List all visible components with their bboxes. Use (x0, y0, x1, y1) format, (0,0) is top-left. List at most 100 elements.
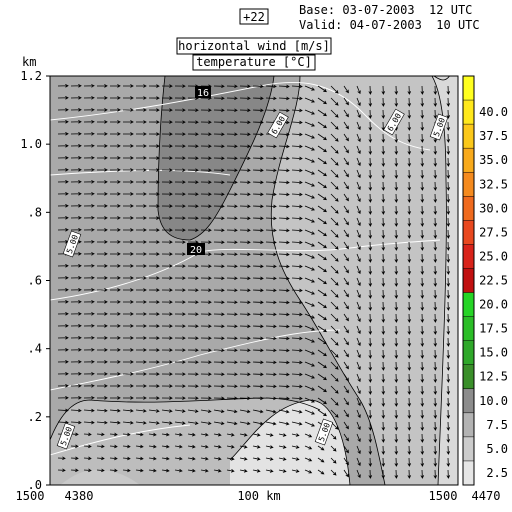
wind-arrow (381, 409, 386, 419)
wind-arrow (83, 276, 95, 280)
wind-arrow (122, 444, 131, 449)
wind-arrow (265, 469, 274, 473)
wind-arrow (70, 420, 82, 425)
wind-arrow (83, 312, 95, 316)
wind-arrow (122, 156, 134, 160)
wind-arrow (122, 216, 134, 220)
wind-arrow (304, 361, 315, 367)
wind-arrow (174, 468, 183, 473)
wind-arrow (433, 217, 438, 227)
wind-arrow (407, 409, 412, 419)
wind-arrow (278, 240, 290, 245)
wind-arrow (213, 180, 225, 185)
wind-arrow (291, 252, 303, 257)
wind-arrow (252, 433, 261, 437)
wind-arrow (407, 157, 412, 167)
wind-arrow (407, 457, 412, 467)
colorbar-frame (462, 75, 475, 486)
wind-arrow (122, 84, 134, 88)
wind-arrow (213, 240, 225, 245)
wind-arrow (187, 228, 199, 232)
wind-arrow (109, 108, 121, 112)
wind-arrow (135, 108, 147, 112)
wind-arrow (446, 409, 451, 419)
wind-arrow (122, 240, 134, 244)
wind-arrow (291, 360, 303, 365)
wind-arrow (356, 133, 361, 143)
wind-arrow (213, 433, 222, 437)
wind-arrow (343, 361, 349, 370)
wind-arrow (200, 144, 212, 148)
wind-arrow (317, 121, 327, 129)
wind-arrow (57, 108, 69, 112)
wind-arrow (187, 372, 199, 376)
wind-arrow (278, 457, 287, 461)
wind-arrow (174, 192, 186, 196)
wind-arrow (394, 421, 399, 431)
wind-arrow (187, 168, 199, 172)
wind-arrow (200, 348, 212, 352)
wind-arrow (200, 421, 212, 425)
wind-arrow (381, 253, 386, 263)
wind-arrow (433, 433, 438, 443)
wind-arrow (252, 360, 264, 365)
wind-arrow (148, 264, 160, 268)
wind-arrow (83, 240, 95, 244)
wind-arrow (252, 324, 264, 329)
wind-arrow (187, 409, 199, 413)
wind-arrow (278, 433, 287, 437)
wind-arrow (135, 180, 147, 184)
wind-arrow (446, 229, 451, 239)
wind-arrow (265, 108, 277, 113)
wind-arrow (135, 216, 147, 220)
wind-arrow (96, 144, 108, 148)
wind-arrow (57, 168, 69, 172)
wind-arrow (161, 132, 173, 136)
wind-arrow (109, 348, 121, 352)
wind-arrow (278, 445, 287, 449)
wind-arrow (291, 204, 303, 209)
wind-arrow (161, 312, 173, 316)
wind-arrow (304, 97, 315, 103)
wind-arrow (265, 144, 277, 149)
wind-arrow (433, 457, 438, 467)
wind-arrow (122, 264, 134, 268)
wind-arrow (407, 325, 412, 335)
wind-arrow (109, 168, 121, 172)
wind-arrow (174, 168, 186, 172)
wind-arrow (381, 397, 386, 407)
wind-arrow (304, 349, 315, 355)
wind-arrow (148, 360, 160, 364)
wind-arrow (330, 445, 337, 452)
wind-arrow (304, 385, 315, 391)
wind-arrow (252, 312, 264, 317)
wind-arrow (135, 409, 147, 413)
wind-arrow (135, 372, 147, 376)
y-axis: .0 .2 .4 .6 .8 1.0 1.2 (20, 69, 50, 492)
wind-arrow (200, 336, 212, 340)
wind-arrow (135, 348, 147, 352)
wind-arrow (96, 252, 108, 256)
wind-arrow (252, 409, 264, 414)
wind-arrow (252, 96, 264, 101)
wind-arrow (83, 432, 92, 437)
wind-arrow (381, 229, 386, 239)
wind-arrow (226, 216, 238, 221)
wind-arrow (394, 457, 399, 467)
wind-arrow (122, 132, 134, 136)
isotherm-label-16: 16 (197, 88, 209, 99)
wind-arrow (83, 156, 95, 160)
wind-arrow (304, 277, 315, 283)
wind-arrow (343, 337, 349, 346)
wind-arrow (161, 204, 173, 208)
wind-arrow (96, 468, 105, 473)
wind-arrow (446, 121, 451, 131)
wind-arrow (70, 120, 82, 124)
wind-arrow (394, 337, 399, 347)
wind-arrow (70, 396, 82, 400)
wind-arrow (381, 85, 386, 95)
wind-arrow (226, 457, 235, 461)
wind-arrow (330, 457, 337, 464)
wind-arrow (446, 421, 451, 431)
wind-arrow (135, 324, 147, 328)
